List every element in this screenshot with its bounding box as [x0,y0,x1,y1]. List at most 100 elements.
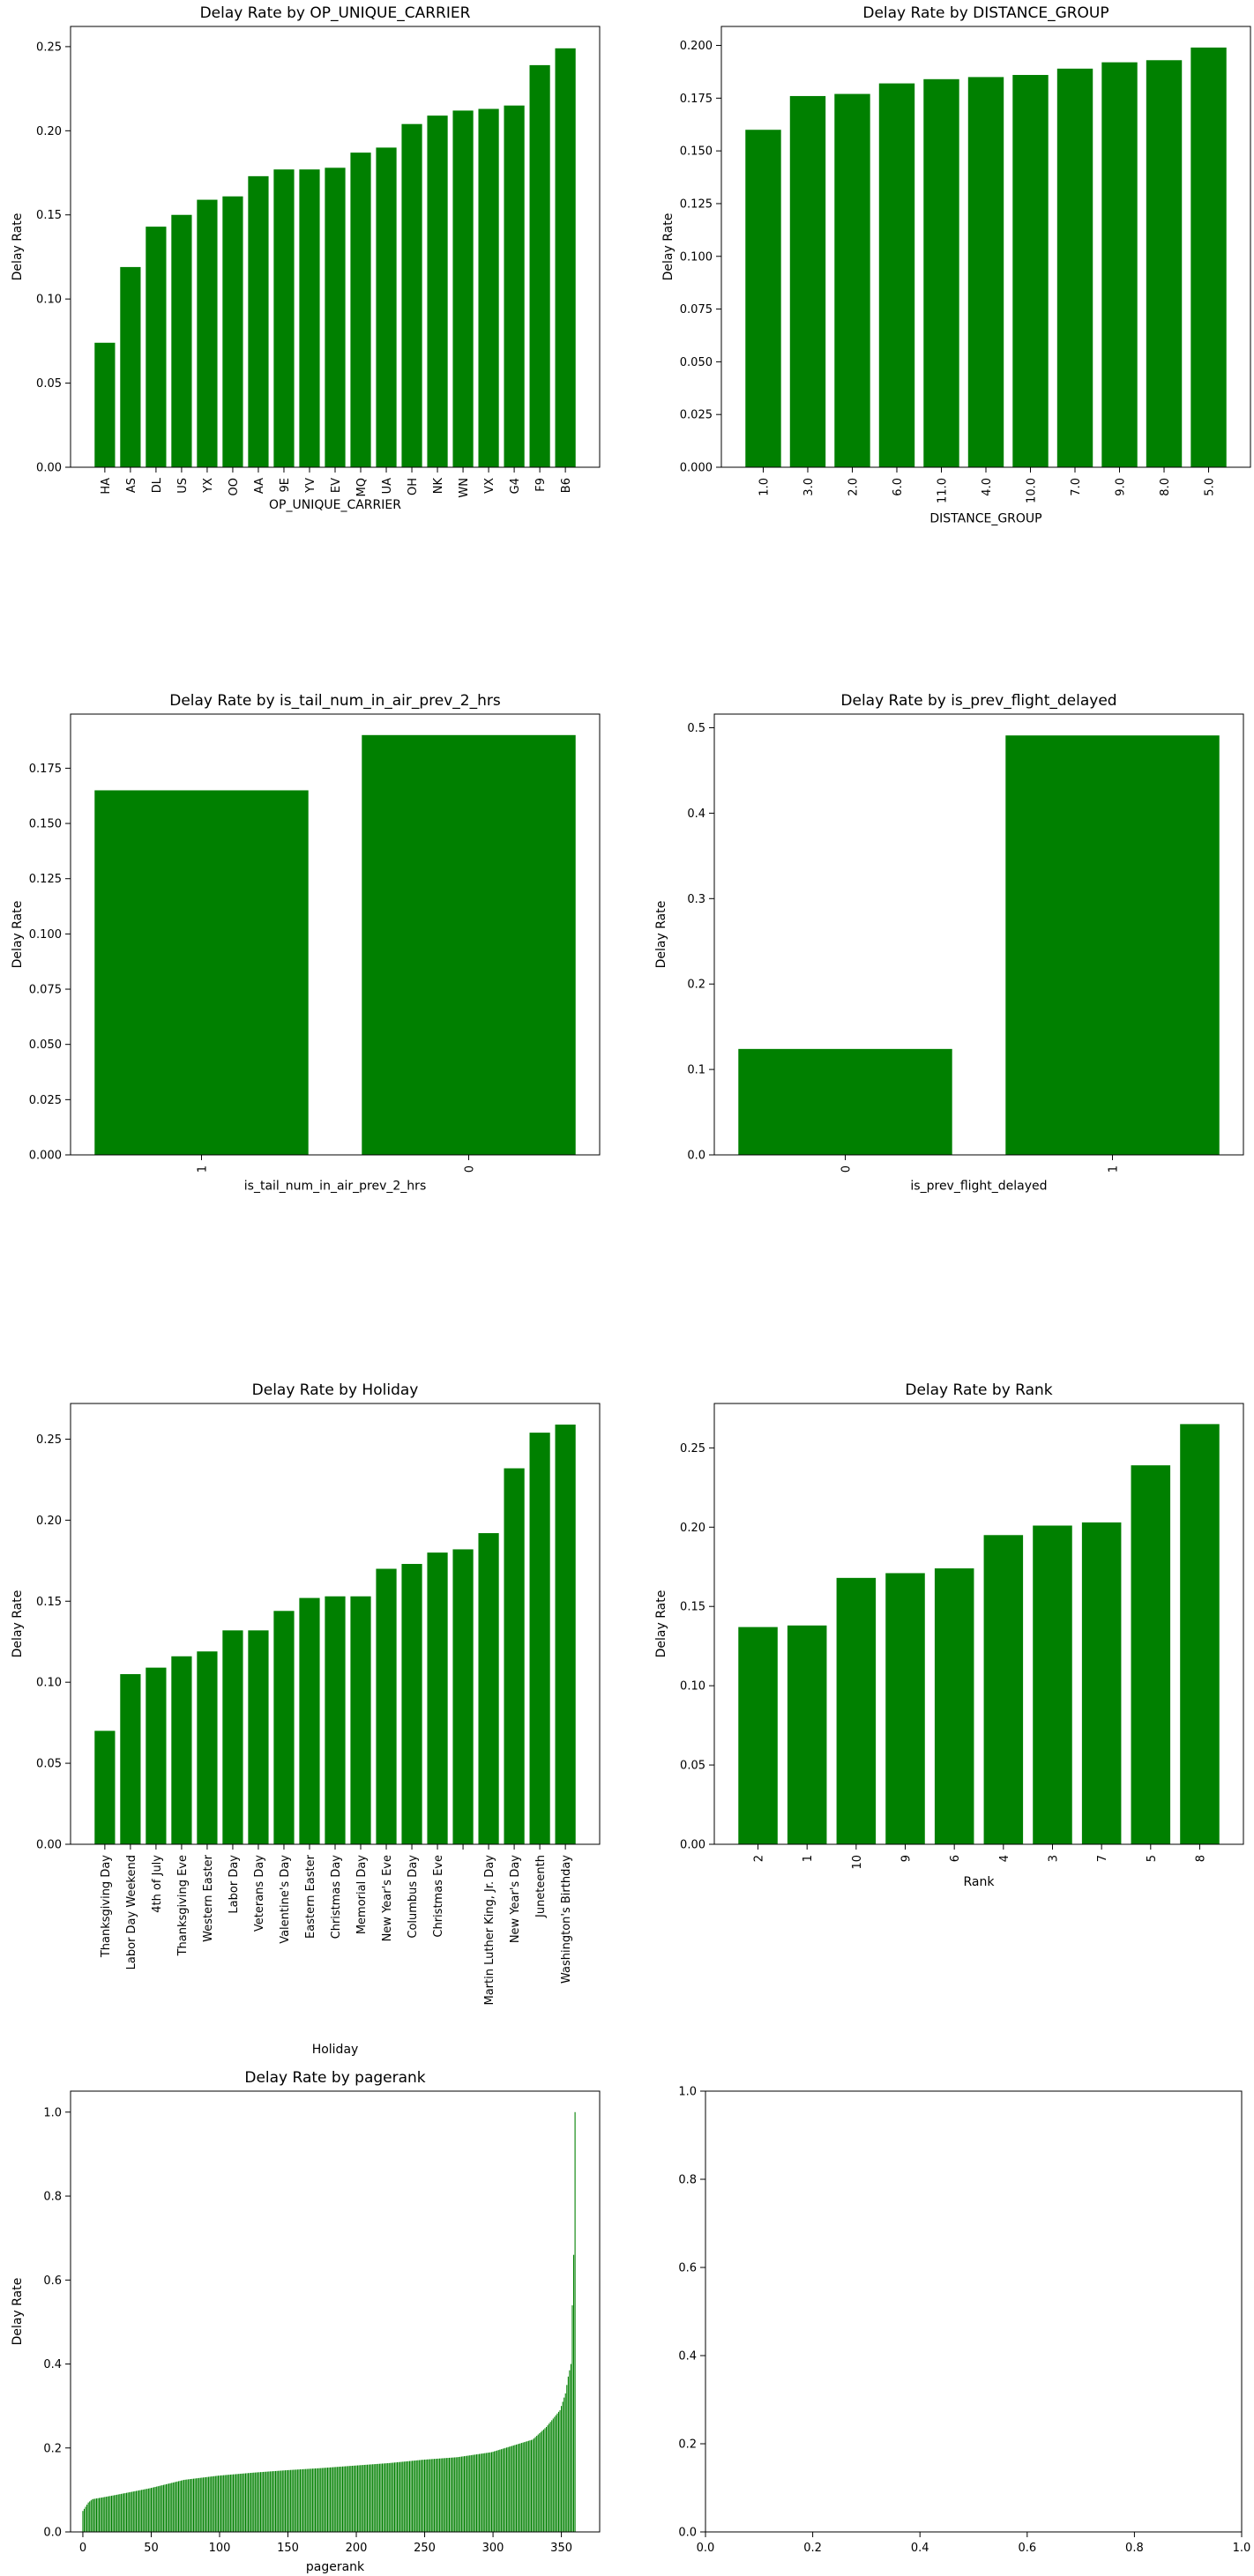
bar [261,2472,263,2532]
bar [475,2454,478,2532]
bar [120,266,141,467]
bar [427,115,448,468]
y-tick-label: 0.200 [680,40,713,53]
bar [496,2450,498,2532]
bar [571,2304,573,2532]
bar [369,2464,371,2532]
bar [365,2464,367,2532]
bar [235,2474,237,2532]
bar [325,2468,327,2532]
bar [541,2431,543,2532]
bar [213,2475,215,2532]
bar [244,2473,246,2532]
bar [885,1573,925,1844]
bar [504,1468,525,1844]
bar [519,2443,521,2532]
y-tick-label: 0.175 [680,93,713,106]
x-axis-label: pagerank [306,2560,365,2574]
x-tick-label: Labor Day [228,1855,241,1914]
y-tick-label: 0.2 [678,2438,697,2452]
chart-title: Delay Rate by is_tail_num_in_air_prev_2_… [169,692,501,710]
bar [479,2453,481,2532]
bar [420,2460,422,2532]
y-axis-label: Delay Rate [654,1590,668,1658]
bar [231,2474,233,2532]
y-tick-label: 0.150 [29,818,62,831]
x-tick-label: B6 [560,478,573,493]
x-tick-label: 0 [79,2542,86,2555]
bar [551,2420,553,2532]
bar [275,2470,277,2532]
y-tick-label: 0.25 [36,1433,62,1447]
bar [146,227,167,467]
bar [530,2439,533,2532]
bar [338,2467,340,2532]
x-tick-label: 1 [1108,1165,1121,1173]
y-tick-label: 0.05 [680,1760,705,1773]
bar [127,2492,129,2532]
bar [834,93,870,467]
bar [302,2468,304,2532]
bar [248,1630,269,1844]
x-tick-label: Eastern Easter [304,1854,317,1939]
bar [177,2481,180,2532]
bar [141,2490,143,2532]
bar [286,2470,287,2532]
x-tick-label: Valentine's Day [279,1855,292,1944]
bar [191,2478,193,2532]
bar [326,2468,329,2532]
bar [738,1627,778,1844]
bar [429,2459,431,2532]
bar [388,2462,390,2532]
bar [499,2449,501,2532]
bar [323,2468,325,2532]
bar [168,2483,170,2532]
x-axis-label: is_prev_flight_delayed [910,1180,1047,1194]
x-tick-label: 6.0 [892,478,905,496]
bar [384,2463,386,2532]
bar [454,2457,456,2532]
bar [345,2466,347,2532]
bar [350,153,371,468]
bar [146,2489,148,2532]
bar [328,2467,330,2532]
y-tick-label: 0.6 [678,2262,697,2275]
bar [376,147,397,467]
y-tick-label: 0.1 [687,1064,705,1077]
bar [399,2461,401,2532]
y-tick-label: 0.5 [687,722,705,735]
y-tick-label: 0.20 [680,1522,705,1535]
bar [165,2483,168,2532]
y-tick-label: 0.10 [36,294,62,307]
x-tick-label: 8.0 [1159,478,1172,496]
bar [171,1656,192,1844]
bar [395,2462,397,2532]
bar [205,2476,207,2532]
y-tick-label: 0.3 [687,893,705,906]
bar [407,2461,409,2532]
bar [146,1667,167,1844]
x-tick-label: 5 [1146,1855,1159,1862]
bar [104,2497,106,2532]
bar [564,2393,566,2532]
bar [401,1563,422,1844]
bar [444,2458,446,2532]
bar [147,2488,149,2532]
x-tick-label: 9.0 [1115,478,1128,496]
bar [189,2479,190,2532]
bar [494,2451,496,2532]
bar [142,2490,144,2532]
chart-panel: 0.0 0.2 0.4 0.6 0.8 1.0 0.0 0.2 0.4 0.6 0.8 1.0 [678,2086,1250,2556]
chart-title: Delay Rate by Rank [905,1381,1052,1399]
y-axis-label: Delay Rate [661,213,676,281]
bar [129,2492,131,2532]
bar [514,2445,516,2532]
bar [362,2465,364,2532]
bar [417,2460,419,2532]
bar [555,48,576,467]
bar [542,2429,544,2532]
chart-title: Delay Rate by is_prev_flight_delayed [840,692,1116,710]
bar [93,2498,94,2532]
bar [467,2455,469,2532]
bar [149,2488,151,2532]
